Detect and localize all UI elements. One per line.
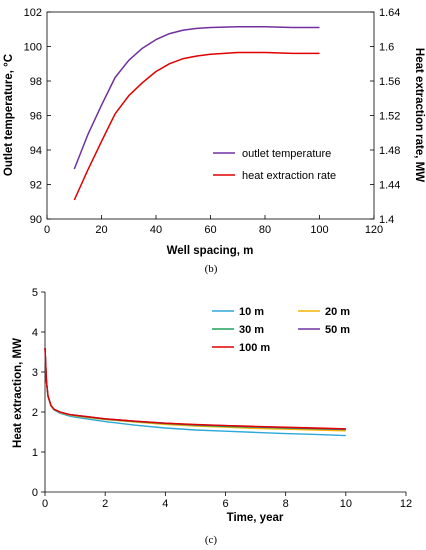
legend-label-heat-extraction-rate: heat extraction rate <box>242 170 336 182</box>
y-axis-label-c: Heat extraction, MW <box>12 338 24 448</box>
legend-label-20-m: 20 m <box>325 306 350 318</box>
y-tick-label-c: 4 <box>32 327 38 339</box>
x-tick-label-b: 60 <box>204 224 216 236</box>
y-tick-label-c: 2 <box>32 407 38 419</box>
series-line-20-m <box>44 347 346 432</box>
x-tick-label-b: 80 <box>259 224 271 236</box>
y2-tick-label-b: 1.6 <box>379 42 394 54</box>
y-tick-label-c: 1 <box>32 447 38 459</box>
y-tick-label-b: 96 <box>30 111 42 123</box>
chart-b: 0 20 40 60 80 100 120 90 92 94 96 98 100 102 1.4 1.44… <box>3 7 425 275</box>
x-tick-label-c: 10 <box>340 498 352 510</box>
x-tick-label-c: 4 <box>162 498 168 510</box>
y-axis-label-b: Outlet temperature, °C <box>3 54 15 176</box>
x-axis-label-c: Time, year <box>227 512 284 524</box>
series-line-outlet-temperature <box>73 25 320 170</box>
y2-tick-label-b: 1.52 <box>379 111 400 123</box>
y2-axis-label-b: Heat extraction rate, MW <box>413 48 425 182</box>
y-tick-label-b: 92 <box>30 180 42 192</box>
x-tick-label-c: 12 <box>400 498 412 510</box>
legend-label-100-m: 100 m <box>239 342 270 354</box>
series-line-heat-extraction-rate <box>73 51 320 201</box>
y2-tick-label-b: 1.56 <box>379 76 400 88</box>
y-tick-label-b: 102 <box>24 7 42 19</box>
y-tick-label-c: 5 <box>32 287 38 299</box>
x-axis-label-b: Well spacing, m <box>167 245 254 257</box>
x-tick-label-b: 20 <box>95 224 107 236</box>
x-tick-label-b: 0 <box>44 224 50 236</box>
series-line-100-m <box>44 347 346 430</box>
y2-tick-label-b: 1.64 <box>379 7 400 19</box>
x-tick-label-c: 6 <box>222 498 228 510</box>
y2-tick-label-b: 1.48 <box>379 145 400 157</box>
y-tick-label-c: 0 <box>32 487 38 499</box>
x-tick-label-b: 100 <box>310 224 328 236</box>
legend-label-10-m: 10 m <box>239 306 264 318</box>
legend-label-30-m: 30 m <box>239 324 264 336</box>
y2-tick-label-b: 1.4 <box>379 214 394 226</box>
x-tick-label-c: 8 <box>283 498 289 510</box>
x-tick-label-c: 2 <box>102 498 108 510</box>
x-tick-label-b: 40 <box>150 224 162 236</box>
y-tick-label-b: 98 <box>30 76 42 88</box>
x-tick-label-b: 120 <box>365 224 383 236</box>
y-tick-label-b: 94 <box>30 145 42 157</box>
y-tick-label-b: 90 <box>30 214 42 226</box>
series-line-10-m <box>44 347 346 437</box>
y-tick-label-b: 100 <box>24 42 42 54</box>
x-tick-label-c: 0 <box>42 498 48 510</box>
legend-label-50-m: 50 m <box>325 324 350 336</box>
y2-tick-label-b: 1.44 <box>379 180 400 192</box>
panel-label-b: (b) <box>205 263 218 275</box>
panel-label-c: (c) <box>205 534 218 546</box>
y-tick-label-c: 3 <box>32 367 38 379</box>
legend-label-outlet-temperature: outlet temperature <box>242 148 331 160</box>
